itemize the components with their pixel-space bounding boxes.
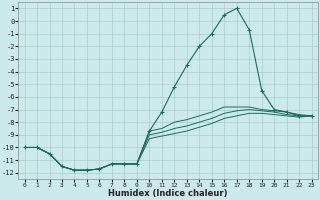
X-axis label: Humidex (Indice chaleur): Humidex (Indice chaleur) [108,189,228,198]
